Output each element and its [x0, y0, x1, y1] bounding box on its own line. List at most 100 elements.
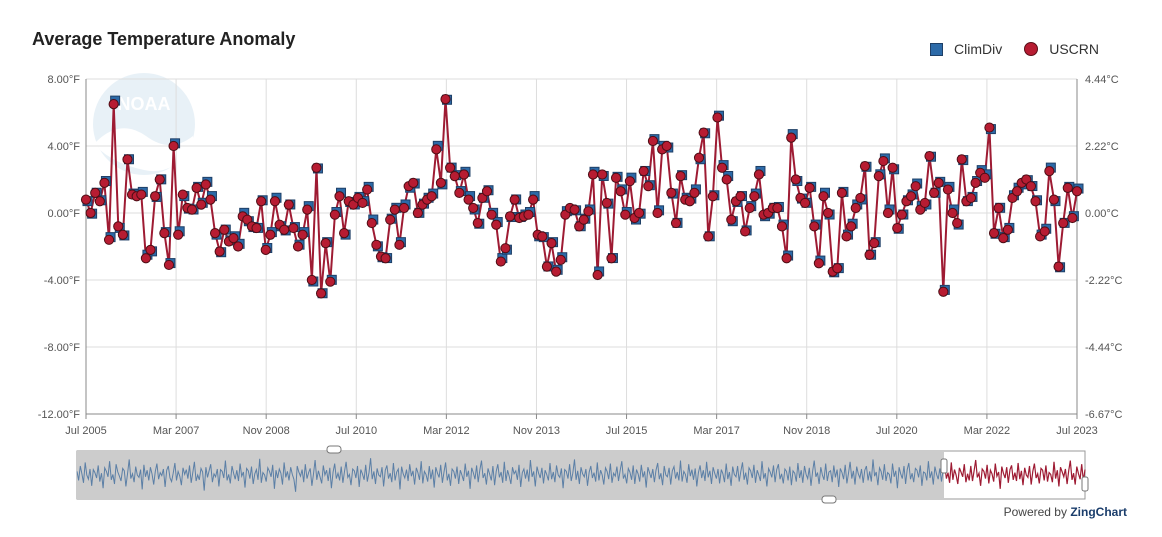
uscrn-point[interactable]: [122, 154, 133, 165]
uscrn-point[interactable]: [869, 238, 880, 249]
uscrn-point[interactable]: [325, 276, 336, 287]
uscrn-point[interactable]: [481, 186, 493, 197]
uscrn-point[interactable]: [357, 197, 368, 209]
uscrn-point[interactable]: [209, 228, 221, 239]
preview-bottom-grip[interactable]: [821, 495, 837, 504]
legend-item-climdiv[interactable]: ClimDiv: [930, 41, 1002, 57]
uscrn-point[interactable]: [597, 169, 608, 180]
uscrn-point[interactable]: [445, 162, 456, 173]
uscrn-point[interactable]: [703, 231, 714, 242]
uscrn-point[interactable]: [813, 258, 824, 269]
uscrn-point[interactable]: [85, 207, 96, 219]
uscrn-point[interactable]: [509, 194, 520, 205]
uscrn-point[interactable]: [634, 207, 645, 219]
uscrn-point[interactable]: [726, 214, 737, 225]
uscrn-point[interactable]: [297, 229, 308, 240]
uscrn-point[interactable]: [140, 253, 152, 264]
uscrn-point[interactable]: [998, 233, 1009, 244]
uscrn-point[interactable]: [578, 214, 589, 225]
uscrn-point[interactable]: [712, 112, 723, 123]
uscrn-point[interactable]: [1067, 212, 1078, 224]
uscrn-point[interactable]: [168, 140, 179, 152]
uscrn-point[interactable]: [283, 199, 294, 210]
uscrn-point[interactable]: [292, 241, 304, 252]
uscrn-point[interactable]: [620, 209, 631, 220]
uscrn-point[interactable]: [942, 184, 954, 195]
uscrn-point[interactable]: [749, 191, 760, 202]
uscrn-point[interactable]: [205, 194, 216, 205]
uscrn-point[interactable]: [846, 221, 857, 232]
uscrn-point[interactable]: [1053, 261, 1064, 272]
uscrn-point[interactable]: [638, 166, 649, 177]
uscrn-point[interactable]: [200, 179, 211, 190]
uscrn-point[interactable]: [716, 162, 728, 173]
uscrn-point[interactable]: [610, 172, 622, 183]
uscrn-point[interactable]: [385, 214, 396, 225]
uscrn-point[interactable]: [1011, 186, 1023, 197]
uscrn-point[interactable]: [117, 229, 128, 240]
uscrn-point[interactable]: [228, 233, 239, 244]
uscrn-point[interactable]: [887, 162, 898, 173]
uscrn-point[interactable]: [269, 196, 281, 207]
uscrn-point[interactable]: [569, 204, 580, 215]
uscrn-point[interactable]: [251, 222, 262, 234]
uscrn-point[interactable]: [398, 202, 410, 214]
uscrn-point[interactable]: [952, 217, 963, 229]
uscrn-point[interactable]: [910, 181, 921, 192]
uscrn-point[interactable]: [859, 161, 871, 172]
uscrn-point[interactable]: [145, 244, 156, 255]
uscrn-point[interactable]: [186, 204, 198, 215]
uscrn-point[interactable]: [1039, 226, 1050, 237]
uscrn-point[interactable]: [154, 174, 165, 185]
uscrn-point[interactable]: [624, 176, 635, 187]
uscrn-point[interactable]: [993, 202, 1004, 214]
legend-item-uscrn[interactable]: USCRN: [1024, 41, 1099, 57]
uscrn-point[interactable]: [320, 238, 331, 249]
uscrn-point[interactable]: [809, 221, 820, 232]
uscrn-point[interactable]: [606, 253, 617, 264]
uscrn-point[interactable]: [970, 177, 981, 188]
uscrn-point[interactable]: [735, 191, 746, 202]
uscrn-point[interactable]: [537, 231, 548, 242]
uscrn-point[interactable]: [850, 202, 861, 214]
uscrn-point[interactable]: [334, 191, 345, 202]
uscrn-point[interactable]: [855, 192, 866, 204]
uscrn-point[interactable]: [408, 177, 419, 188]
uscrn-point[interactable]: [435, 177, 447, 188]
uscrn-point[interactable]: [882, 207, 894, 219]
uscrn-point[interactable]: [265, 229, 276, 240]
uscrn-point[interactable]: [864, 249, 875, 260]
uscrn-point[interactable]: [587, 169, 599, 180]
uscrn-point[interactable]: [177, 189, 188, 200]
uscrn-point[interactable]: [772, 202, 783, 214]
uscrn-point[interactable]: [260, 244, 271, 255]
uscrn-point[interactable]: [113, 221, 124, 232]
uscrn-point[interactable]: [670, 217, 682, 229]
uscrn-point[interactable]: [103, 234, 115, 245]
uscrn-point[interactable]: [463, 194, 474, 205]
uscrn-point[interactable]: [196, 199, 207, 210]
uscrn-point[interactable]: [707, 191, 718, 202]
uscrn-point[interactable]: [458, 169, 470, 180]
uscrn-point[interactable]: [541, 261, 553, 272]
uscrn-point[interactable]: [753, 169, 765, 180]
uscrn-point[interactable]: [256, 196, 267, 207]
uscrn-point[interactable]: [94, 196, 105, 207]
uscrn-point[interactable]: [523, 209, 534, 220]
uscrn-point[interactable]: [832, 263, 843, 274]
uscrn-point[interactable]: [919, 197, 930, 209]
uscrn-point[interactable]: [601, 197, 612, 209]
uscrn-point[interactable]: [150, 191, 161, 202]
uscrn-point[interactable]: [159, 228, 170, 239]
preview-right-handle[interactable]: [1081, 476, 1089, 492]
uscrn-point[interactable]: [799, 197, 811, 209]
uscrn-point[interactable]: [191, 182, 202, 193]
uscrn-point[interactable]: [822, 207, 834, 219]
uscrn-point[interactable]: [233, 241, 244, 252]
range-preview[interactable]: [76, 445, 1089, 504]
uscrn-point[interactable]: [315, 288, 327, 299]
uscrn-point[interactable]: [684, 196, 695, 207]
uscrn-point[interactable]: [486, 209, 497, 220]
uscrn-point[interactable]: [790, 174, 801, 185]
uscrn-point[interactable]: [449, 171, 460, 182]
